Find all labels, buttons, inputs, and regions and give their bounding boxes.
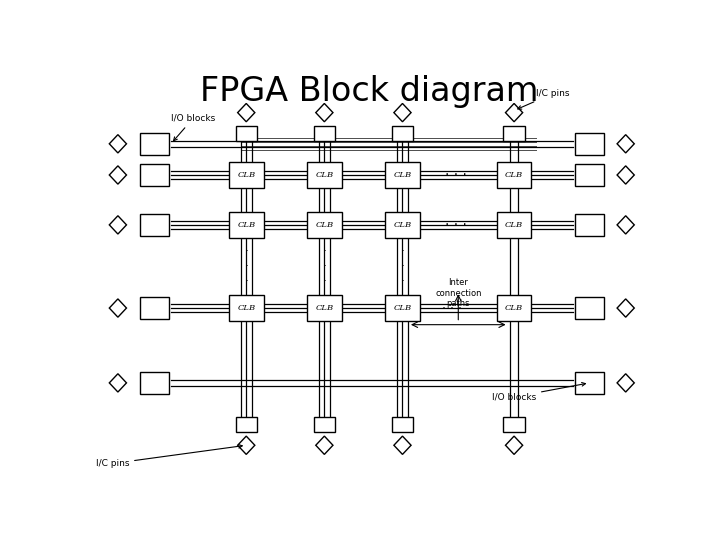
Bar (385, 295, 420, 321)
Bar (307, 162, 342, 188)
Polygon shape (505, 436, 523, 454)
Bar (503, 125, 525, 141)
Text: CLB: CLB (315, 221, 333, 229)
Text: CLB: CLB (315, 171, 333, 179)
Polygon shape (617, 374, 634, 392)
Polygon shape (109, 166, 127, 184)
Bar (392, 416, 413, 433)
Bar (497, 212, 531, 238)
Text: I/O blocks: I/O blocks (492, 382, 585, 402)
Bar (575, 164, 604, 186)
Polygon shape (109, 216, 127, 234)
Polygon shape (109, 134, 127, 153)
Text: CLB: CLB (315, 304, 333, 312)
Bar (140, 133, 168, 154)
Text: CLB: CLB (505, 304, 523, 312)
Polygon shape (238, 436, 255, 454)
Bar (575, 372, 604, 394)
Text: CLB: CLB (237, 171, 256, 179)
Text: Inter
connection
paths: Inter connection paths (435, 278, 482, 308)
Bar (497, 162, 531, 188)
Text: ·
·
·: · · · (323, 245, 326, 288)
Polygon shape (505, 104, 523, 122)
Text: CLB: CLB (237, 304, 256, 312)
Text: I/C pins: I/C pins (96, 444, 242, 468)
Bar (392, 125, 413, 141)
Polygon shape (238, 104, 255, 122)
Text: · · ·: · · · (444, 218, 467, 232)
Bar (140, 164, 168, 186)
Bar (497, 295, 531, 321)
Bar (229, 295, 264, 321)
Polygon shape (316, 436, 333, 454)
Bar (307, 212, 342, 238)
Bar (229, 212, 264, 238)
Text: CLB: CLB (393, 304, 412, 312)
Text: ·
·
·: · · · (244, 245, 248, 288)
Bar (314, 125, 335, 141)
Polygon shape (109, 374, 127, 392)
Text: CLB: CLB (505, 171, 523, 179)
Bar (503, 416, 525, 433)
Bar (575, 214, 604, 235)
Text: CLB: CLB (393, 221, 412, 229)
Polygon shape (316, 104, 333, 122)
Text: CLB: CLB (237, 221, 256, 229)
Text: FPGA Block diagram: FPGA Block diagram (199, 75, 539, 108)
Bar (307, 295, 342, 321)
Bar (385, 162, 420, 188)
Text: I/O blocks: I/O blocks (171, 114, 215, 141)
Text: I/C pins: I/C pins (518, 89, 570, 109)
Bar (140, 214, 168, 235)
Bar (575, 297, 604, 319)
Bar (140, 297, 168, 319)
Text: · · ·: · · · (444, 168, 467, 182)
Bar (235, 125, 257, 141)
Polygon shape (394, 436, 411, 454)
Text: ·
·
·: · · · (400, 245, 405, 288)
Polygon shape (617, 166, 634, 184)
Text: CLB: CLB (393, 171, 412, 179)
Bar (229, 162, 264, 188)
Bar (235, 416, 257, 433)
Polygon shape (617, 216, 634, 234)
Text: CLB: CLB (505, 221, 523, 229)
Bar (575, 133, 604, 154)
Polygon shape (394, 104, 411, 122)
Polygon shape (109, 299, 127, 317)
Bar (140, 372, 168, 394)
Polygon shape (617, 299, 634, 317)
Bar (314, 416, 335, 433)
Text: · · ·: · · · (441, 301, 462, 314)
Polygon shape (617, 134, 634, 153)
Bar (385, 212, 420, 238)
